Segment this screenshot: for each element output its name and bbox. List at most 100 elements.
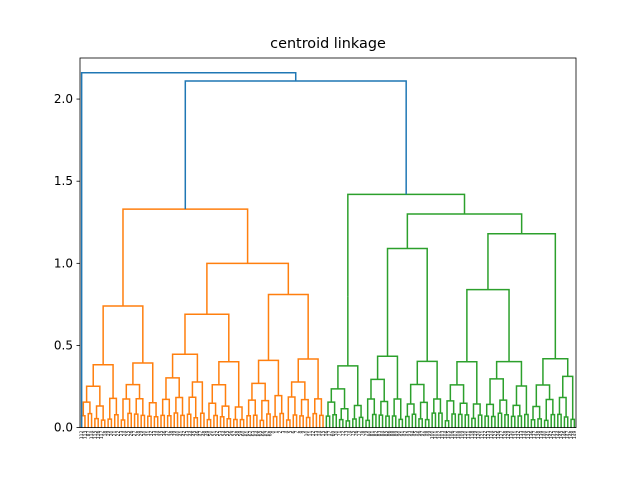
leaf-label: 88 xyxy=(390,430,396,436)
dendrogram-link xyxy=(495,360,523,386)
leaf-label: 73 xyxy=(344,430,350,436)
leaf-label: 17 xyxy=(327,430,333,436)
y-axis: 0.0 0.5 1.0 1.5 2.0 xyxy=(54,92,80,435)
dendrogram-link xyxy=(251,382,266,401)
leaf-label: 118 xyxy=(469,430,475,439)
leaf-label: 32 xyxy=(149,430,155,436)
leaf-label: 26 xyxy=(129,430,135,436)
leaf-label: 36 xyxy=(162,430,168,436)
dendrogram-link xyxy=(570,418,576,428)
leaf-label: 79 xyxy=(364,430,370,436)
dendrogram-link xyxy=(477,414,483,428)
dendrogram-link xyxy=(487,233,557,359)
dendrogram-link xyxy=(416,360,438,400)
leaf-label: 5 xyxy=(287,430,293,433)
leaf-label: 50 xyxy=(208,430,214,436)
dendrogram-links xyxy=(80,72,576,428)
leaf-label: 3 xyxy=(281,430,287,433)
leaf-label: 54 xyxy=(221,430,227,436)
leaf-label: 87 xyxy=(86,430,92,436)
dendrogram-link xyxy=(94,417,99,428)
leaf-label: 84 xyxy=(380,430,386,436)
leaf-label: 41 xyxy=(178,430,184,436)
dendrogram-link xyxy=(515,385,528,415)
dendrogram-link xyxy=(464,414,470,428)
leaf-label: 127 xyxy=(499,430,505,439)
leaf-label: 45 xyxy=(192,430,198,436)
dendrogram-link xyxy=(557,413,562,428)
leaf-label: 109 xyxy=(459,430,465,439)
leaf-label: 99 xyxy=(426,430,432,436)
leaf-label: 30 xyxy=(142,430,148,436)
dendrogram-link xyxy=(247,399,257,416)
y-tick-label: 0.0 xyxy=(54,421,73,435)
dendrogram-link xyxy=(409,383,425,405)
dendrogram-link xyxy=(380,400,389,417)
leaf-label: 112 xyxy=(79,430,85,439)
dendrogram-link xyxy=(132,362,154,403)
leaf-label: 132 xyxy=(516,430,522,439)
dendrogram-link xyxy=(102,305,144,365)
leaf-label: 83 xyxy=(377,430,383,436)
dendrogram-link xyxy=(135,397,144,416)
leaf-label: 101 xyxy=(433,430,439,439)
dendrogram-link xyxy=(226,418,232,428)
leaf-label: 134 xyxy=(522,430,528,439)
leaf-label: 78 xyxy=(360,430,366,436)
leaf-label: 137 xyxy=(532,430,538,439)
leaf-label: 116 xyxy=(96,430,102,439)
leaf-label: 44 xyxy=(188,430,194,436)
dendrogram-link xyxy=(92,363,114,399)
dendrogram-link xyxy=(471,417,476,428)
leaf-label: 90 xyxy=(397,430,403,436)
leaf-label: 129 xyxy=(506,430,512,439)
dendrogram-link xyxy=(312,412,318,428)
dendrogram-link xyxy=(147,415,152,428)
leaf-label: 38 xyxy=(168,430,174,436)
leaf-label: 57 xyxy=(231,430,237,436)
leaf-label: 144 xyxy=(555,430,561,439)
leaf-label: 63 xyxy=(251,430,257,436)
dendrogram-link xyxy=(444,419,450,428)
leaf-label: 10 xyxy=(304,430,310,436)
dendrogram-link xyxy=(391,415,397,428)
leaf-label: 64 xyxy=(254,430,260,436)
dendrogram-link xyxy=(370,378,385,402)
dendrogram-link xyxy=(385,415,390,428)
dendrogram-link xyxy=(371,413,377,428)
leaf-label: 23 xyxy=(119,430,125,436)
leaf-label: 28 xyxy=(135,430,141,436)
leaf-label: 138 xyxy=(535,430,541,439)
leaf-label: 143 xyxy=(552,430,558,439)
leaf-label: 97 xyxy=(420,430,426,436)
dendrogram-link xyxy=(186,413,192,428)
dendrogram-link xyxy=(543,419,549,428)
leaf-label: 0 xyxy=(271,430,277,433)
y-tick-label: 2.0 xyxy=(54,92,73,106)
leaf-label: 59 xyxy=(238,430,244,436)
dendrogram-link xyxy=(279,412,285,428)
leaf-label: 9 xyxy=(301,430,307,433)
leaf-label: 20 xyxy=(109,430,115,436)
dendrogram-link xyxy=(424,418,430,428)
leaf-label: 61 xyxy=(244,430,250,436)
leaf-label: 2 xyxy=(278,430,284,433)
leaf-label: 147 xyxy=(565,430,571,439)
dendrogram-link xyxy=(299,415,304,428)
dendrogram-link xyxy=(206,262,290,315)
leaf-label: 111 xyxy=(466,430,472,439)
dendrogram-link xyxy=(267,293,309,361)
leaf-label: 1 xyxy=(274,430,280,433)
leaf-label: 124 xyxy=(489,430,495,439)
dendrogram-link xyxy=(542,358,569,386)
dendrogram-link xyxy=(485,403,495,417)
dendrogram-link xyxy=(347,193,466,297)
dendrogram-link xyxy=(418,418,423,428)
leaf-label: 120 xyxy=(476,430,482,439)
leaf-label: 117 xyxy=(99,430,105,439)
leaf-label: 60 xyxy=(241,430,247,436)
leaf-label: 89 xyxy=(393,430,399,436)
leaf-label: 93 xyxy=(407,430,413,436)
leaf-label: 105 xyxy=(446,430,452,439)
leaf-label: 148 xyxy=(569,430,575,439)
